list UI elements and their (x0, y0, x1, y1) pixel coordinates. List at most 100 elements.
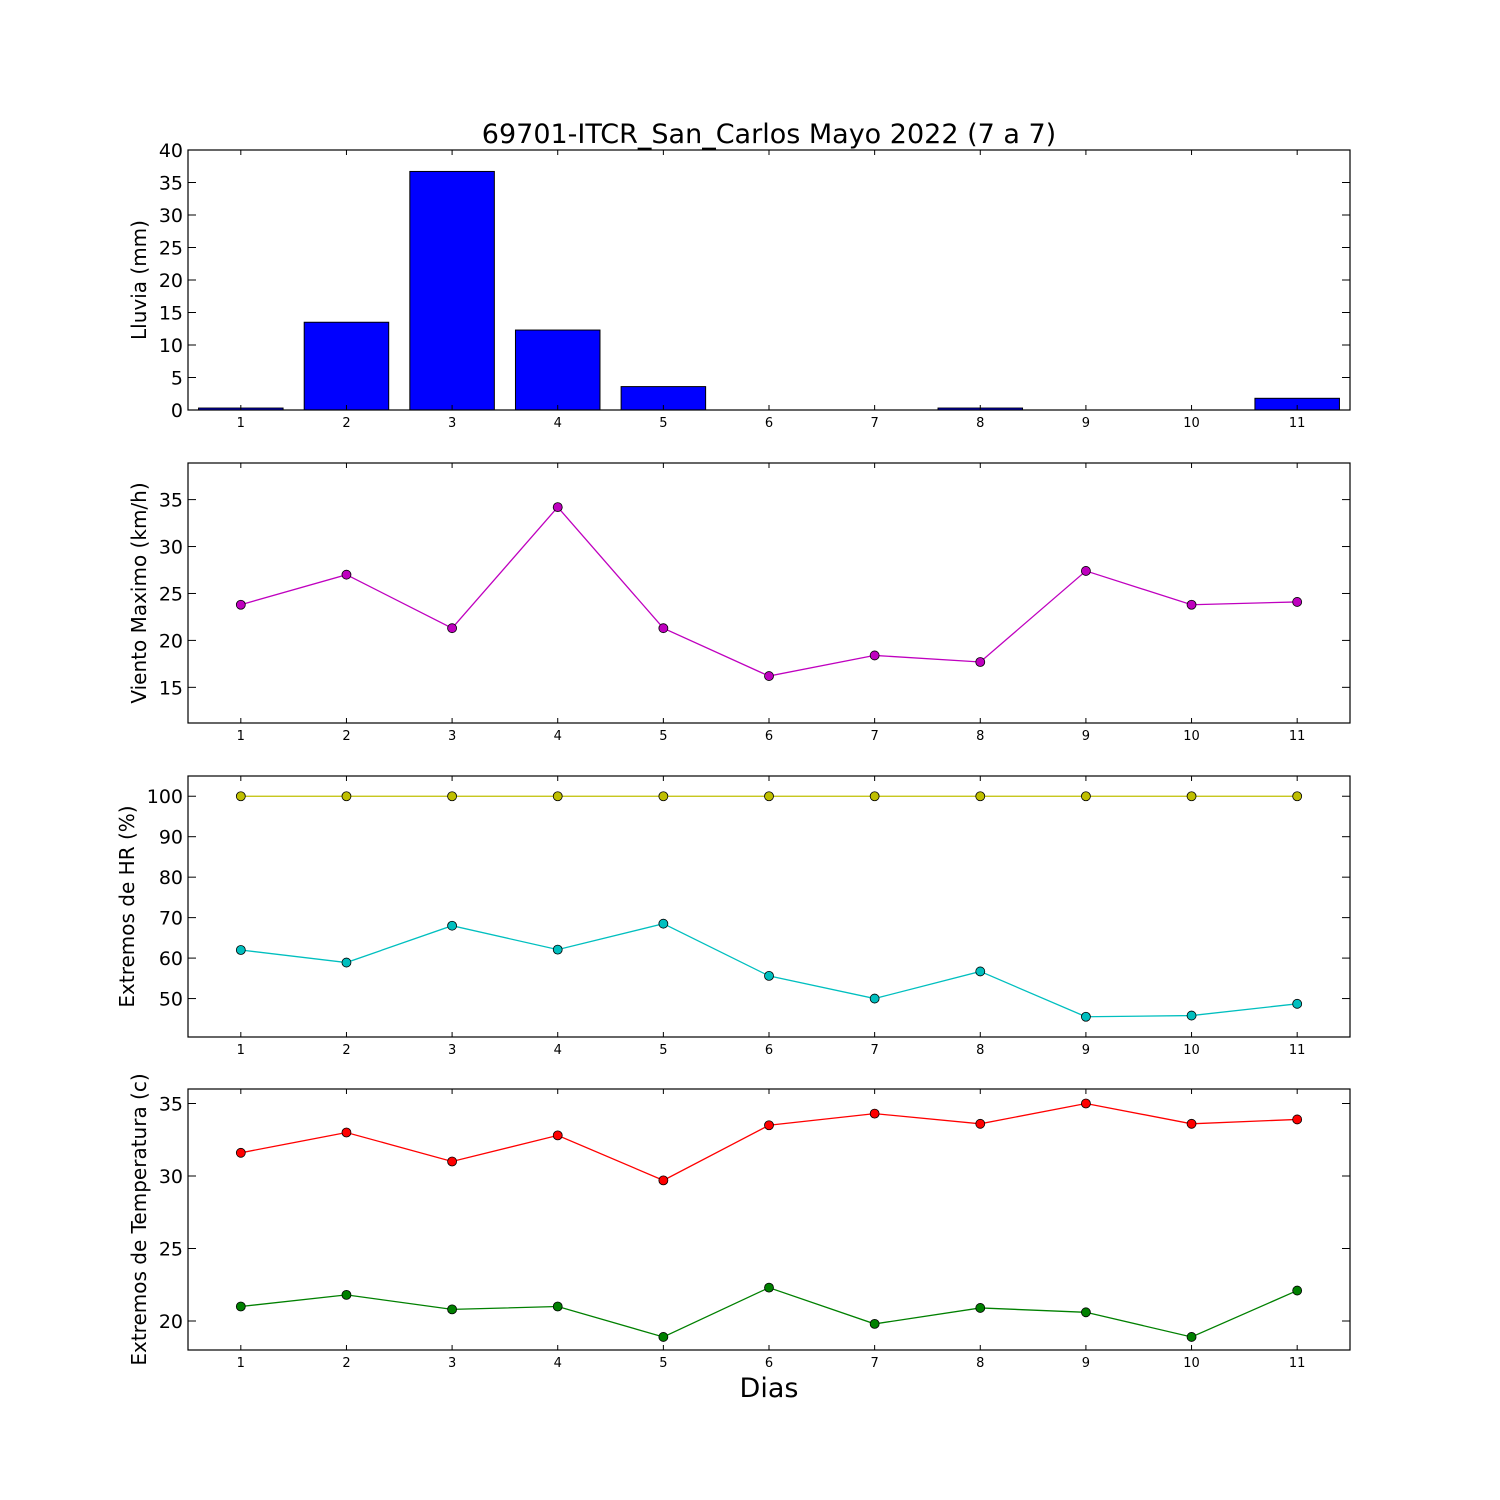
y-axis-label: Extremos de HR (%) (115, 805, 139, 1007)
series-1-point-day-1 (235, 791, 246, 802)
series-2-point-day-11 (1292, 998, 1303, 1009)
series-1-point-day-4 (552, 502, 563, 513)
series-1-point-day-11 (1292, 1114, 1303, 1125)
series-2-point-day-10 (1186, 1010, 1197, 1021)
x-tick-label: 2 (342, 729, 350, 744)
series-2-point-day-8 (975, 1303, 986, 1313)
y-tick-label: 35 (159, 490, 183, 512)
x-tick-label: 3 (448, 1356, 456, 1371)
series-1-point-day-5 (658, 623, 669, 634)
series-2-point-day-9 (1081, 1011, 1091, 1022)
x-tick-label: 6 (765, 729, 773, 744)
x-tick-label: 5 (659, 729, 667, 744)
y-tick-label: 10 (159, 335, 183, 357)
x-tick-label: 7 (870, 1356, 878, 1371)
x-tick-label: 3 (448, 1043, 456, 1058)
series-1-point-day-6 (764, 791, 774, 802)
y-tick-label: 100 (147, 786, 183, 808)
series-1-point-day-8 (975, 657, 986, 667)
series-1-point-day-11 (1292, 597, 1303, 607)
series-1-point-day-9 (1081, 791, 1091, 802)
x-tick-label: 10 (1183, 1043, 1200, 1058)
series-1-point-day-9 (1081, 566, 1091, 576)
y-tick-label: 25 (159, 238, 183, 260)
x-tick-label: 8 (976, 1356, 984, 1371)
x-tick-label: 11 (1289, 729, 1306, 744)
panel-1: 1 2 3 4 5 6 7 8 9 10 11 0 5 10 15 20 25 30 35 40 Lluvia (mm) (127, 140, 1351, 431)
x-tick-label: 10 (1183, 729, 1200, 744)
x-tick-label: 2 (342, 1043, 350, 1058)
y-tick-label: 60 (159, 948, 183, 970)
series-1-point-day-5 (658, 1175, 669, 1186)
x-tick-label: 11 (1289, 1356, 1306, 1371)
series-2-point-day-2 (341, 1290, 352, 1300)
y-tick-label: 15 (159, 303, 183, 325)
series-2-point-day-3 (447, 920, 457, 931)
series-1-point-day-8 (975, 791, 986, 802)
panel-2: 1 2 3 4 5 6 7 8 9 10 11 15 20 25 30 35 Viento Maximo (km… (127, 462, 1351, 744)
x-tick-label: 8 (976, 416, 984, 431)
x-tick-label: 4 (554, 416, 562, 431)
y-tick-label: 25 (159, 583, 183, 605)
series-2-point-day-11 (1292, 1285, 1303, 1296)
series-1-point-day-3 (447, 1156, 457, 1167)
x-tick-label: 1 (237, 1043, 245, 1058)
x-tick-label: 11 (1289, 416, 1306, 431)
x-tick-label: 6 (765, 1356, 773, 1371)
series-2-point-day-10 (1186, 1332, 1197, 1342)
x-tick-label: 2 (342, 1356, 350, 1371)
x-tick-label: 7 (870, 729, 878, 744)
y-tick-label: 30 (159, 1166, 183, 1188)
y-tick-label: 35 (159, 1094, 183, 1116)
y-tick-label: 30 (159, 537, 183, 559)
y-tick-label: 5 (171, 368, 183, 390)
y-tick-label: 40 (159, 140, 183, 162)
x-tick-label: 7 (870, 1043, 878, 1058)
series-2-point-day-3 (447, 1304, 457, 1315)
series-1-point-day-8 (975, 1118, 986, 1129)
y-tick-label: 15 (159, 677, 183, 699)
bar-day-2 (303, 321, 390, 411)
series-1-point-day-7 (869, 1108, 880, 1119)
x-tick-label: 1 (237, 1356, 245, 1371)
series-2-point-day-1 (235, 1301, 246, 1312)
x-tick-label: 9 (1082, 729, 1090, 744)
series-2-point-day-8 (975, 966, 986, 977)
x-tick-label: 9 (1082, 416, 1090, 431)
series-2-point-day-6 (764, 971, 774, 981)
series-1-point-day-1 (235, 1147, 246, 1158)
x-tick-label: 9 (1082, 1043, 1090, 1058)
series-1-point-day-9 (1081, 1098, 1091, 1109)
x-tick-label: 4 (554, 1356, 562, 1371)
y-tick-label: 35 (159, 173, 183, 195)
y-tick-label: 90 (159, 827, 183, 849)
x-tick-label: 4 (554, 729, 562, 744)
y-tick-label: 20 (159, 630, 183, 652)
series-1-point-day-3 (447, 623, 457, 634)
x-tick-label: 7 (870, 416, 878, 431)
x-tick-label: 10 (1183, 1356, 1200, 1371)
x-tick-label: 4 (554, 1043, 562, 1058)
y-axis-label: Viento Maximo (km/h) (127, 482, 151, 703)
panel-3: 1 2 3 4 5 6 7 8 9 10 11 50 60 70 80 90 100 Extremos de HR… (115, 775, 1351, 1058)
x-tick-label: 1 (237, 729, 245, 744)
series-1-point-day-10 (1186, 1118, 1197, 1129)
x-tick-label: 3 (448, 416, 456, 431)
y-tick-label: 70 (159, 908, 183, 930)
series-1-point-day-10 (1186, 599, 1197, 610)
series-1-point-day-6 (764, 671, 774, 681)
series-1-point-day-10 (1186, 791, 1197, 802)
x-tick-label: 6 (765, 1043, 773, 1058)
series-2-point-day-7 (869, 1319, 880, 1329)
y-tick-label: 20 (159, 1311, 183, 1333)
series-1-point-day-11 (1292, 791, 1303, 802)
y-tick-label: 0 (171, 400, 183, 422)
x-tick-label: 2 (342, 416, 350, 431)
series-1-point-day-4 (552, 791, 563, 802)
y-tick-label: 20 (159, 270, 183, 292)
series-1-point-day-4 (552, 1130, 563, 1141)
x-tick-label: 3 (448, 729, 456, 744)
